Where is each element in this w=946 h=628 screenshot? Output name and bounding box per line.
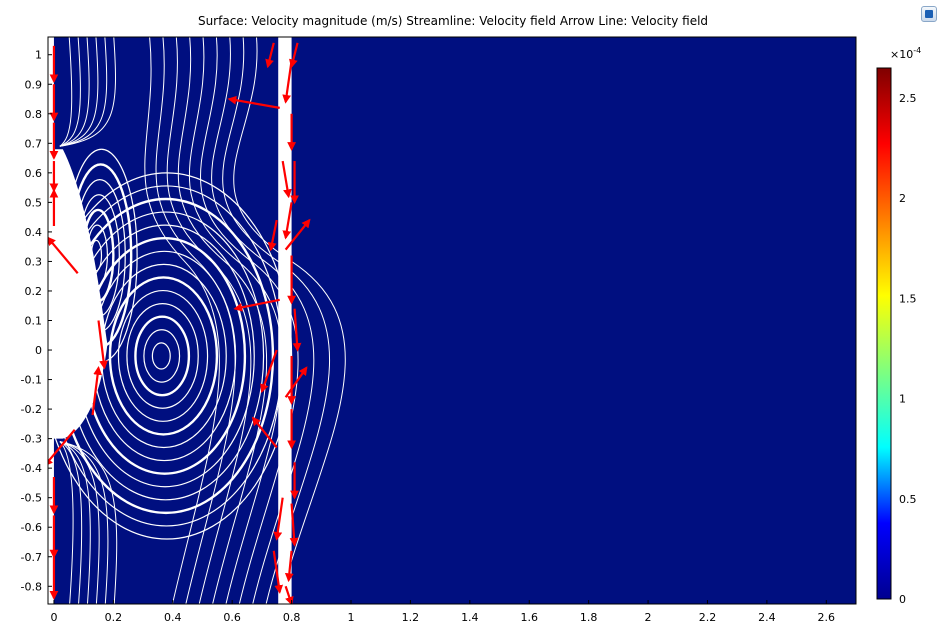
velocity-arrow [260, 349, 278, 394]
velocity-arrow [233, 298, 280, 312]
velocity-arrow [272, 550, 284, 594]
plot-title: Surface: Velocity magnitude (m/s) Stream… [197, 14, 709, 28]
x-tick-label: 2 [645, 611, 652, 624]
streamline [59, 441, 100, 604]
colorbar-exponent: ×10-4 [890, 46, 921, 61]
velocity-arrow [267, 219, 278, 252]
y-tick-label: -0.4 [21, 462, 42, 475]
y-tick-label: 0.9 [25, 78, 43, 91]
vortex-ring [151, 342, 171, 370]
velocity-arrow [48, 236, 79, 274]
x-tick-label: 0 [50, 611, 57, 624]
velocity-arrow [273, 497, 284, 541]
y-tick-label: 0.4 [25, 226, 43, 239]
velocity-arrow [289, 503, 299, 547]
velocity-surface [48, 37, 856, 604]
vortex-ring [117, 289, 209, 422]
colorbar-tick-label: 2 [899, 192, 906, 205]
x-tick-label: 1 [348, 611, 355, 624]
x-tick-label: 2.4 [758, 611, 776, 624]
x-tick-label: 0.6 [223, 611, 241, 624]
x-tick-label: 1.2 [402, 611, 420, 624]
streamline [59, 37, 90, 147]
export-button[interactable] [921, 6, 937, 22]
colorbar: ×10-4 0 0.5 1 1.5 2 2.5 [876, 46, 921, 606]
x-axis: 0 0.2 0.4 0.6 0.8 1 1.2 1.4 1.6 1.8 2 2.2 2.4 2.6 [50, 600, 835, 624]
velocity-arrow [281, 160, 292, 199]
y-tick-label: -0.6 [21, 521, 42, 534]
y-tick-label: 0.1 [25, 315, 43, 328]
y-tick-label: -0.2 [21, 403, 42, 416]
colorbar-gradient [876, 67, 892, 600]
y-tick-label: -0.7 [21, 551, 42, 564]
streamline [200, 37, 299, 604]
streamline [59, 37, 116, 147]
y-tick-label: -0.8 [21, 580, 42, 593]
streamline [59, 37, 108, 147]
velocity-arrow [284, 550, 294, 583]
streamline [59, 441, 91, 604]
colorbar-tick-label: 1.5 [899, 292, 917, 305]
y-tick-label: -0.5 [21, 492, 42, 505]
velocity-arrow [227, 95, 280, 109]
velocity-arrow [97, 320, 108, 370]
x-tick-label: 0.8 [283, 611, 301, 624]
velocity-arrow [292, 308, 302, 352]
export-icon [925, 10, 933, 18]
streamline [59, 441, 109, 604]
streamline [59, 441, 74, 604]
vortex-ring [108, 276, 219, 436]
inlet-opening [48, 149, 108, 439]
x-tick-label: 0.2 [105, 611, 123, 624]
velocity-arrow [91, 366, 102, 416]
x-tick-label: 0.4 [164, 611, 182, 624]
y-tick-label: 0.3 [25, 255, 43, 268]
vortex-ring [134, 315, 191, 397]
vortex-ring [126, 303, 199, 409]
velocity-arrow [282, 60, 293, 104]
streamline [189, 37, 283, 604]
x-tick-label: 1.8 [580, 611, 598, 624]
velocity-arrow [289, 42, 299, 69]
x-tick-label: 2.6 [818, 611, 836, 624]
y-tick-label: 0 [35, 344, 42, 357]
velocity-arrow [251, 416, 278, 449]
wall [278, 37, 292, 604]
velocity-arrow [284, 218, 311, 251]
velocity-arrow [284, 366, 308, 398]
streamline [59, 37, 99, 147]
velocity-arrow [282, 202, 293, 240]
colorbar-tick-label: 2.5 [899, 92, 917, 105]
streamline [59, 441, 83, 604]
streamline [144, 37, 220, 604]
y-tick-label: 0.2 [25, 285, 43, 298]
y-tick-label: 0.7 [25, 137, 43, 150]
velocity-arrow [284, 585, 294, 604]
streamline [59, 37, 73, 147]
colorbar-tick-label: 0 [899, 593, 906, 606]
y-tick-label: -0.3 [21, 433, 42, 446]
streamline [59, 37, 81, 147]
velocity-arrow [265, 42, 275, 69]
y-tick-label: 0.6 [25, 167, 43, 180]
x-tick-label: 1.4 [461, 611, 479, 624]
colorbar-tick-label: 1 [899, 393, 906, 406]
x-tick-label: 2.2 [699, 611, 717, 624]
x-tick-label: 1.6 [520, 611, 538, 624]
y-tick-label: 0.8 [25, 108, 43, 121]
velocity-arrow [48, 429, 76, 467]
vortex-ring [143, 329, 181, 383]
y-tick-label: 0.5 [25, 196, 43, 209]
y-tick-label: 1 [35, 49, 42, 62]
y-tick-label: -0.1 [21, 374, 42, 387]
streamline [233, 37, 346, 604]
colorbar-tick-label: 0.5 [899, 493, 917, 506]
y-axis: 1 0.9 0.8 0.7 0.6 0.5 0.4 0.3 0.2 0.1 0 -0.1 -0.2 -0.… [21, 49, 52, 593]
